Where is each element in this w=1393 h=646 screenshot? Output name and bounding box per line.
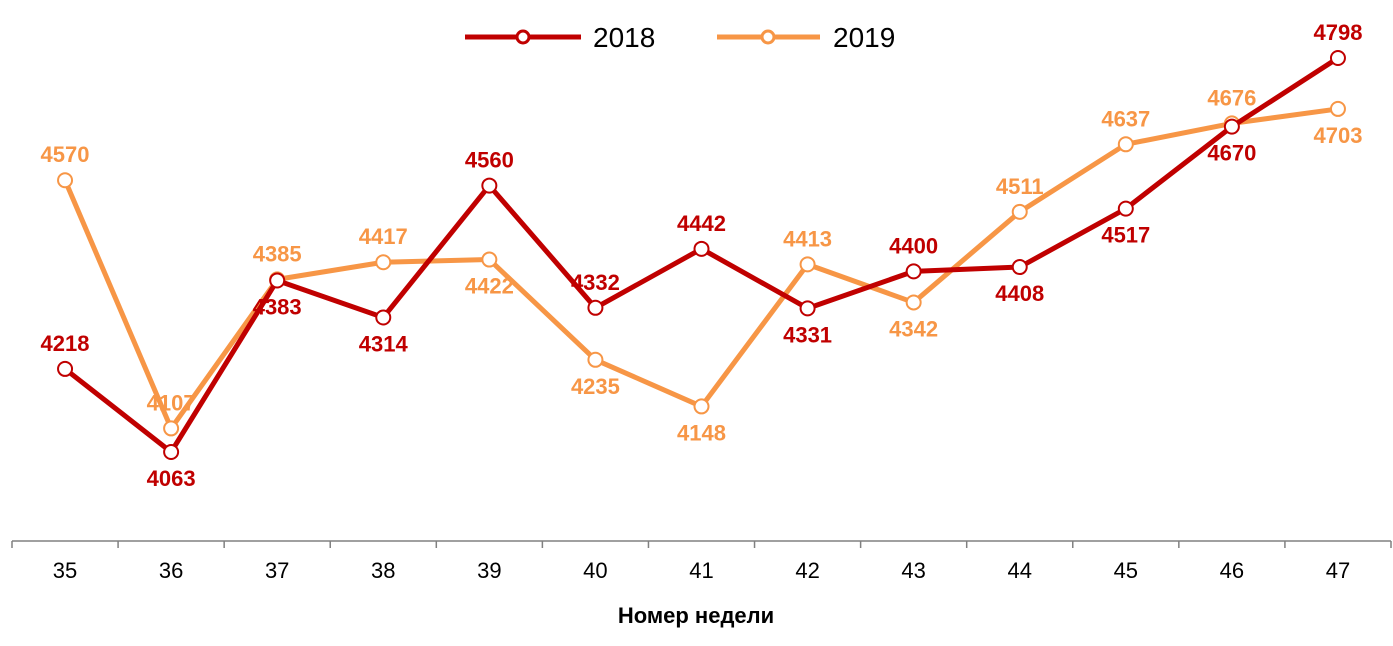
data-point-2018-47[interactable]	[1329, 50, 1346, 66]
x-tick-label-41: 41	[689, 558, 713, 583]
data-point-2018-38[interactable]	[375, 309, 392, 326]
data-label-2018-38: 4314	[359, 331, 409, 356]
legend-label-2018: 2018	[593, 22, 655, 53]
data-point-2018-39[interactable]	[481, 177, 498, 194]
data-label-2019-41: 4148	[677, 420, 726, 445]
data-point-2018-45[interactable]	[1117, 200, 1134, 217]
data-label-2018-44: 4408	[995, 281, 1044, 306]
x-tick-label-42: 42	[795, 558, 819, 583]
data-point-2018-46[interactable]	[1223, 118, 1240, 135]
data-point-2018-40[interactable]	[587, 299, 604, 316]
x-axis-title: Номер недели	[618, 603, 774, 628]
data-label-2018-47: 4798	[1313, 20, 1362, 45]
data-label-2018-35: 4218	[41, 331, 90, 356]
data-point-2019-36[interactable]	[163, 420, 180, 437]
data-label-2019-44: 4511	[996, 174, 1044, 199]
data-point-2019-39[interactable]	[481, 251, 498, 268]
data-point-2018-42[interactable]	[799, 300, 816, 317]
data-label-2018-42: 4331	[783, 322, 832, 347]
data-label-2019-36: 4107	[147, 390, 196, 415]
series-layer: 4570 4107 4385 4417 4422 4235 4148 4413 4342 4511…	[41, 20, 1363, 491]
data-point-2018-41[interactable]	[693, 240, 710, 257]
x-tick-label-40: 40	[583, 558, 607, 583]
data-label-2019-35: 4570	[41, 142, 90, 167]
x-tick-label-45: 45	[1114, 558, 1138, 583]
data-point-2019-43[interactable]	[905, 294, 922, 311]
data-point-2019-42[interactable]	[799, 256, 816, 273]
data-point-2019-38[interactable]	[375, 254, 392, 271]
data-label-2018-36: 4063	[147, 466, 196, 491]
x-tick-label-38: 38	[371, 558, 395, 583]
data-point-2019-47[interactable]	[1329, 100, 1346, 117]
legend-marker-2018	[515, 29, 531, 45]
x-tick-label-36: 36	[159, 558, 183, 583]
legend-label-2019: 2019	[833, 22, 895, 53]
data-point-2019-41[interactable]	[693, 398, 710, 415]
data-point-2019-40[interactable]	[587, 351, 604, 368]
data-label-2019-46: 4676	[1207, 85, 1256, 110]
x-tick-label-44: 44	[1007, 558, 1031, 583]
x-tick-label-46: 46	[1220, 558, 1244, 583]
data-label-2018-43: 4400	[889, 233, 938, 258]
data-point-2019-35[interactable]	[57, 172, 74, 189]
data-label-2018-37: 4383	[253, 294, 302, 319]
data-point-2019-44[interactable]	[1011, 203, 1028, 220]
data-label-2019-38: 4417	[359, 224, 408, 249]
data-point-2018-37[interactable]	[269, 272, 286, 289]
x-tick-label-47: 47	[1326, 558, 1350, 583]
data-point-2018-36[interactable]	[163, 444, 180, 460]
legend-item-2019[interactable]: 2019	[717, 22, 895, 53]
data-label-2019-40: 4235	[571, 374, 620, 399]
data-label-2018-45: 4517	[1101, 223, 1150, 248]
legend: 2018 2019	[465, 22, 895, 53]
x-tick-label-43: 43	[901, 558, 925, 583]
x-tick-label-35: 35	[53, 558, 77, 583]
data-point-2018-35[interactable]	[57, 360, 74, 377]
data-label-2019-43: 4342	[889, 316, 938, 341]
legend-item-2018[interactable]: 2018	[465, 22, 655, 53]
data-label-2018-39: 4560	[465, 148, 514, 173]
data-label-2018-41: 4442	[677, 211, 726, 236]
data-label-2018-46: 4670	[1207, 141, 1256, 166]
data-label-2019-45: 4637	[1101, 106, 1150, 131]
data-label-2018-40: 4332	[571, 270, 620, 295]
series-line-2019	[62, 106, 1339, 431]
data-point-2019-45[interactable]	[1117, 136, 1134, 153]
data-label-2019-47: 4703	[1313, 123, 1362, 148]
series-2019: 4570 4107 4385 4417 4422 4235 4148 4413 4342 4511…	[41, 85, 1363, 445]
data-point-2018-43[interactable]	[905, 263, 922, 280]
data-label-2019-39: 4422	[465, 274, 514, 299]
data-point-2018-44[interactable]	[1011, 259, 1028, 276]
legend-marker-2019	[760, 29, 776, 45]
series-2018: 4218 4063 4383 4314 4560 4332 4442 4331 4400 4408…	[41, 20, 1363, 491]
x-tick-label-39: 39	[477, 558, 501, 583]
data-label-2019-37: 4385	[253, 241, 302, 266]
x-axis: 35 36 37 38 39 40 41 42 43 44 45 46 47	[11, 540, 1392, 583]
x-tick-label-37: 37	[265, 558, 289, 583]
data-label-2019-42: 4413	[783, 226, 832, 251]
